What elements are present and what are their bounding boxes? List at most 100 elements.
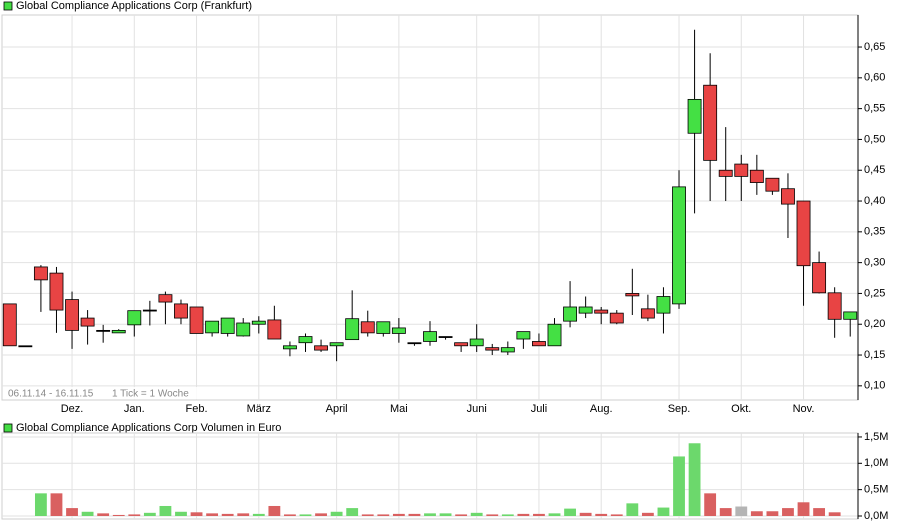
y-tick-label: 1,0M	[864, 457, 888, 469]
candle-body	[532, 341, 546, 347]
candle-body	[267, 319, 282, 340]
y-tick-label: 0,55	[864, 103, 885, 115]
candle-body	[142, 309, 157, 312]
candle-body	[563, 306, 578, 322]
x-tick-label: Aug.	[590, 403, 613, 415]
candle-body	[594, 309, 609, 314]
candle-body	[96, 329, 111, 332]
y-tick-label: 0,45	[864, 164, 885, 176]
volume-bar	[330, 511, 343, 516]
volume-bar	[579, 512, 592, 516]
candle-body	[298, 336, 313, 344]
x-tick-label: Juni	[467, 403, 487, 415]
legend-swatch	[3, 423, 13, 433]
y-tick-label: 0,60	[864, 72, 885, 84]
candle-body	[345, 318, 360, 341]
annotation-bg	[4, 387, 198, 399]
candle-body	[33, 266, 48, 281]
candle-body	[236, 322, 251, 337]
x-tick-label: Dez.	[61, 403, 84, 415]
candle-body	[360, 321, 375, 334]
candle-body	[812, 262, 827, 294]
candle-body	[18, 345, 33, 348]
volume-bar	[486, 514, 499, 516]
x-tick-label: Feb.	[186, 403, 208, 415]
x-tick-label: April	[326, 403, 348, 415]
x-tick-label: Nov.	[793, 403, 815, 415]
volume-bar	[470, 512, 483, 516]
volume-bar	[377, 514, 390, 516]
volume-bar	[66, 508, 78, 516]
candle-body	[314, 345, 328, 351]
volume-bar	[782, 508, 794, 516]
volume-bar	[719, 508, 732, 516]
volume-bar	[766, 511, 779, 516]
y-tick-label: 0,50	[864, 133, 885, 145]
volume-bar	[221, 513, 234, 516]
volume-bar	[190, 512, 203, 516]
volume-bar	[252, 513, 265, 516]
candle-body	[625, 293, 640, 297]
candle-body	[329, 342, 344, 347]
candle-body	[391, 327, 406, 334]
x-tick-label: Jan.	[124, 403, 145, 415]
candle-body	[454, 342, 469, 347]
candle-body	[718, 169, 733, 177]
candle-body	[376, 321, 391, 334]
annotation: 06.11.14 - 16.11.15	[8, 389, 94, 400]
volume-bar	[704, 493, 717, 516]
volume-bar	[641, 512, 654, 516]
legend-swatch	[3, 1, 13, 11]
y-tick-label: 0,5M	[864, 484, 888, 496]
candle-body	[578, 306, 593, 314]
volume-bar	[112, 514, 125, 516]
volume-bar	[361, 514, 374, 516]
volume-bar	[346, 508, 359, 516]
volume-bar	[828, 512, 841, 516]
volume-bar	[455, 514, 468, 516]
volume-bar	[548, 513, 561, 516]
volume-bar	[206, 513, 219, 516]
candle-body	[220, 317, 235, 334]
volume-bar	[424, 513, 436, 516]
candle-body	[687, 98, 702, 134]
volume-bar	[315, 513, 327, 516]
candle-body	[438, 336, 453, 338]
y-tick-label: 0,25	[864, 287, 885, 299]
plot-frame	[1, 432, 859, 520]
volume-bar	[97, 513, 110, 516]
volume-bar	[299, 514, 312, 516]
volume-bar	[673, 456, 685, 516]
volume-bar	[34, 493, 47, 516]
candle-body	[111, 329, 126, 334]
legend-title: Global Compliance Applications Corp (Fra…	[16, 0, 252, 12]
volume-bar	[81, 511, 94, 516]
candle-body	[547, 323, 562, 347]
volume-bar	[284, 514, 296, 516]
candle-body	[127, 310, 142, 326]
y-tick-label: 0,40	[864, 195, 885, 207]
candle-body	[80, 317, 95, 327]
candle-body	[765, 177, 780, 192]
candle-body	[189, 306, 204, 334]
volume-bar	[735, 506, 748, 516]
candle-body	[516, 331, 531, 340]
volume-bar	[143, 512, 156, 516]
y-tick-label: 0,15	[864, 349, 885, 361]
volume-bar	[564, 508, 576, 516]
candle-body	[65, 299, 79, 331]
volume-bar	[237, 513, 250, 516]
volume-bar	[517, 513, 530, 516]
volume-bar	[408, 513, 421, 516]
candle-body	[251, 320, 266, 325]
candle-body	[656, 296, 671, 314]
volume-bar	[159, 505, 172, 516]
candle-body	[485, 347, 500, 351]
volume-bar	[688, 443, 701, 516]
candle-body	[734, 163, 749, 177]
candle-body	[703, 84, 718, 161]
candle-body	[2, 303, 17, 347]
annotation: 1 Tick = 1 Woche	[112, 389, 189, 400]
volume-bar	[439, 513, 452, 516]
